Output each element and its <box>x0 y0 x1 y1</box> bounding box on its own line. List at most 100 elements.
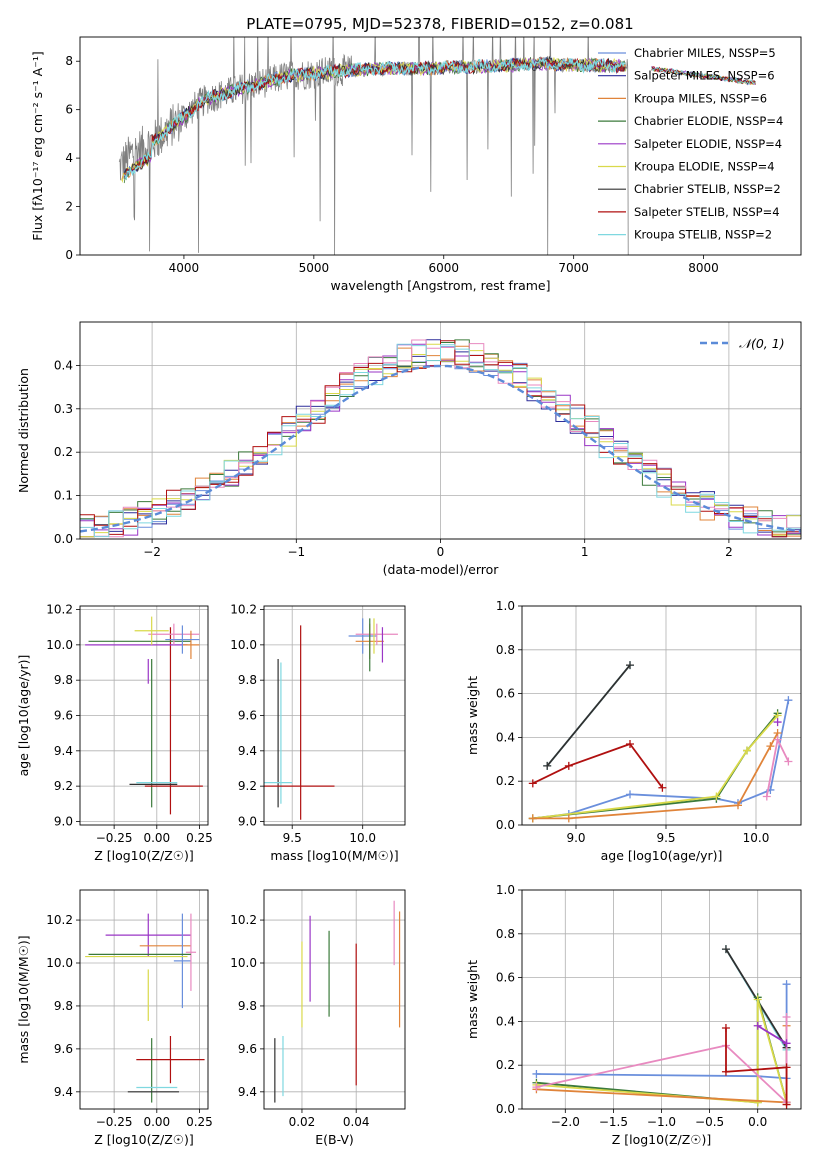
weight-point-marker <box>773 735 782 744</box>
y-tick-label: 10.2 <box>46 603 73 617</box>
y-tick-label: 9.6 <box>54 709 73 723</box>
y-tick-label: 1.0 <box>496 599 515 613</box>
y-tick-label: 0.0 <box>54 532 73 546</box>
plot-area <box>532 945 791 1109</box>
panel-mass-vs-Z: −0.25 0.00 0.25 9.4 9.6 9.8 10.0 10.2 Z [log10(Z… <box>16 889 213 1147</box>
axes-frame <box>521 605 802 826</box>
weight-point-marker <box>626 661 634 670</box>
x-axis-label: mass [log10(M/M☉)] <box>270 848 398 863</box>
x-tick-label: 6000 <box>428 261 459 275</box>
model-spectrum-line <box>124 57 626 177</box>
weight-series-line <box>725 1028 788 1105</box>
x-tick-label: 0.25 <box>186 831 213 845</box>
panel-age-vs-mass: 9.5 10.0 9.0 9.2 9.4 9.6 9.8 10.0 10.2 mass [log1… <box>230 603 406 863</box>
model-spectrum-line <box>121 57 626 183</box>
model-spectrum-line <box>121 57 626 181</box>
panel-age-vs-Z: −0.25 0.00 0.25 9.0 9.2 9.4 9.6 9.8 10.0 10.2 Z [l… <box>16 603 213 863</box>
y-tick-label: 9.8 <box>54 673 73 687</box>
weight-series-line <box>536 1017 788 1105</box>
weight-series-line <box>757 1025 788 1045</box>
x-tick-label: 0.02 <box>289 1115 316 1129</box>
y-axis-label: mass weight <box>465 676 480 755</box>
axes-frame <box>521 889 802 1110</box>
y-tick-label: 9.4 <box>238 1085 257 1099</box>
weight-point-marker <box>721 945 730 954</box>
weight-point-marker <box>734 801 742 810</box>
y-tick-label: 9.2 <box>238 779 257 793</box>
y-tick-label: 10.0 <box>230 638 257 652</box>
weight-point-marker <box>721 1067 730 1076</box>
x-tick-label: −0.25 <box>96 1115 133 1129</box>
axes-frame <box>79 321 802 540</box>
plot-area <box>118 37 756 255</box>
y-tick-label: 0.8 <box>496 927 515 941</box>
weight-point-marker <box>782 1100 791 1109</box>
x-tick-label: −1.5 <box>599 1115 628 1129</box>
y-tick-label: 9.4 <box>54 744 73 758</box>
y-tick-label: 0.4 <box>54 358 73 372</box>
axes-frame <box>263 605 406 826</box>
plot-area <box>85 913 205 1103</box>
y-tick-label: 9.0 <box>54 814 73 828</box>
plot-area <box>264 618 398 820</box>
y-tick-label: 0.4 <box>496 1014 515 1028</box>
panel-mass-weight-vs-Z: −2.0 −1.5 −1.0 −0.5 0.0 0.0 0.2 0.4 0.6 0.8 1.0 Z [… <box>465 883 802 1147</box>
weight-point-marker <box>528 779 537 788</box>
normal-curve-line <box>80 364 801 533</box>
x-tick-label: 5000 <box>299 261 330 275</box>
y-tick-label: 9.4 <box>54 1085 73 1099</box>
x-tick-label: 10.0 <box>743 831 770 845</box>
plot-area <box>80 339 801 538</box>
y-tick-label: 0.4 <box>496 730 515 744</box>
y-tick-label: 10.2 <box>230 603 257 617</box>
y-tick-label: 10.0 <box>230 956 257 970</box>
y-tick-label: 9.6 <box>238 709 257 723</box>
weight-point-marker <box>721 1023 730 1032</box>
weight-point-marker <box>528 814 537 823</box>
y-tick-label: 10.0 <box>46 638 73 652</box>
y-tick-label: 9.6 <box>238 1042 257 1056</box>
legend-entry: Kroupa MILES, NSSP=6 <box>634 91 767 105</box>
y-tick-label: 10.2 <box>230 913 257 927</box>
x-tick-label: 9.5 <box>283 831 302 845</box>
weight-point-marker <box>782 1013 791 1022</box>
model-spectrum-line <box>123 57 626 178</box>
x-tick-label: 1 <box>581 545 589 559</box>
weight-point-marker <box>753 1098 762 1107</box>
x-axis-label: age [log10(age/yr)] <box>601 848 723 863</box>
panel-mass-weight-vs-age: 9.0 9.5 10.0 0.0 0.2 0.4 0.6 0.8 1.0 age [log10(a… <box>465 599 802 863</box>
y-tick-label: 0.8 <box>496 643 515 657</box>
x-tick-label: −0.5 <box>695 1115 724 1129</box>
x-tick-label: 9.0 <box>566 831 585 845</box>
y-tick-label: 0.0 <box>496 1102 515 1116</box>
y-tick-label: 9.2 <box>54 779 73 793</box>
x-tick-label: 0.00 <box>143 831 170 845</box>
x-tick-label: −2 <box>143 545 161 559</box>
plot-area <box>85 616 203 815</box>
x-tick-label: −0.25 <box>96 831 133 845</box>
x-axis-label: wavelength [Angstrom, rest frame] <box>330 278 550 293</box>
model-spectrum-line <box>123 56 626 177</box>
y-tick-label: 0.1 <box>54 489 73 503</box>
x-tick-label: 0.00 <box>143 1115 170 1129</box>
spectrum-legend: Chabrier MILES, NSSP=5 Salpeter MILES, NS… <box>598 46 783 242</box>
weight-point-marker <box>782 1063 791 1072</box>
x-tick-label: 0.04 <box>343 1115 370 1129</box>
figure-title: PLATE=0795, MJD=52378, FIBERID=0152, z=0… <box>246 15 633 33</box>
y-tick-label: 1.0 <box>496 883 515 897</box>
weight-point-marker <box>762 792 771 801</box>
y-tick-label: 10.0 <box>46 956 73 970</box>
weight-point-marker <box>782 1039 791 1048</box>
y-tick-label: 10.2 <box>46 913 73 927</box>
y-tick-label: 9.4 <box>238 744 257 758</box>
weight-series-line <box>536 999 788 1104</box>
x-tick-label: 2 <box>725 545 733 559</box>
weight-point-marker <box>564 814 573 823</box>
y-tick-label: 6 <box>65 103 73 117</box>
legend-entry: Salpeter STELIB, NSSP=4 <box>634 205 780 219</box>
weight-series-line <box>532 700 790 820</box>
weight-point-marker <box>784 696 793 705</box>
y-tick-label: 0.2 <box>496 774 515 788</box>
x-axis-label: Z [log10(Z/Z☉)] <box>612 1132 712 1147</box>
y-tick-label: 9.6 <box>54 1042 73 1056</box>
